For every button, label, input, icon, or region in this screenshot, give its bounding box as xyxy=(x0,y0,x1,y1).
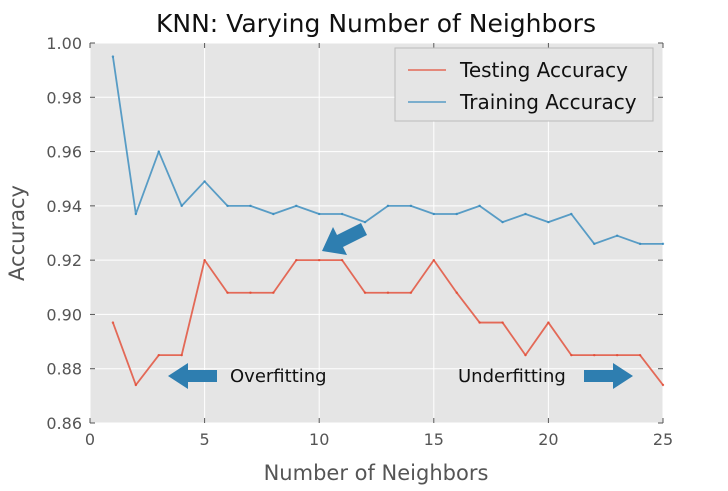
data-point-training-accuracy xyxy=(295,204,298,208)
data-point-training-accuracy xyxy=(524,212,527,216)
data-point-training-accuracy xyxy=(593,242,596,246)
data-point-training-accuracy xyxy=(363,220,367,224)
legend: Testing Accuracy Training Accuracy xyxy=(394,47,654,122)
data-point-training-accuracy xyxy=(432,212,435,216)
data-point-training-accuracy xyxy=(318,212,321,216)
data-point-testing-accuracy xyxy=(111,321,115,324)
x-axis-label: Number of Neighbors xyxy=(264,461,489,485)
data-point-training-accuracy xyxy=(203,180,206,183)
series-lines xyxy=(111,55,665,387)
data-point-testing-accuracy xyxy=(547,321,550,324)
data-point-testing-accuracy xyxy=(615,353,619,357)
y-tick-label: 0.98 xyxy=(46,88,82,107)
data-point-training-accuracy xyxy=(226,204,229,208)
data-point-training-accuracy xyxy=(455,212,458,216)
data-point-training-accuracy xyxy=(157,150,160,153)
y-tick-label: 0.90 xyxy=(46,305,82,324)
y-tick-label: 0.94 xyxy=(46,197,82,216)
y-axis-label: Accuracy xyxy=(5,185,29,281)
y-tick-label: 0.96 xyxy=(46,143,82,162)
data-point-training-accuracy xyxy=(180,204,183,208)
underfitting-label: Underfitting xyxy=(458,366,566,387)
data-point-testing-accuracy xyxy=(570,353,573,357)
data-point-testing-accuracy xyxy=(386,291,390,294)
x-tick-label: 15 xyxy=(424,430,444,449)
data-point-testing-accuracy xyxy=(455,291,458,294)
y-tick-label: 0.92 xyxy=(46,251,82,270)
y-tick-label: 1.00 xyxy=(46,34,82,53)
data-point-training-accuracy xyxy=(249,204,252,208)
pointer-arrow xyxy=(322,223,367,255)
data-point-testing-accuracy xyxy=(340,258,344,262)
data-point-testing-accuracy xyxy=(638,353,642,357)
x-tick-label: 20 xyxy=(538,430,558,449)
data-point-training-accuracy xyxy=(661,242,665,246)
data-point-testing-accuracy xyxy=(432,258,435,262)
data-point-testing-accuracy xyxy=(249,291,252,294)
data-point-training-accuracy xyxy=(615,234,619,237)
data-point-training-accuracy xyxy=(409,204,413,208)
data-point-training-accuracy xyxy=(478,204,481,208)
data-point-testing-accuracy xyxy=(478,321,481,324)
data-point-training-accuracy xyxy=(111,55,115,58)
data-point-testing-accuracy xyxy=(363,291,367,294)
data-point-testing-accuracy xyxy=(501,321,504,324)
overfitting-label: Overfitting xyxy=(230,366,327,387)
data-point-testing-accuracy xyxy=(203,258,206,262)
y-tick-label: 0.88 xyxy=(46,360,82,379)
data-point-testing-accuracy xyxy=(134,383,138,387)
chart-title: KNN: Varying Number of Neighbors xyxy=(156,9,596,38)
underfitting-arrow xyxy=(584,363,633,389)
x-tick-label: 5 xyxy=(200,430,210,449)
y-tick-label: 0.86 xyxy=(46,414,82,433)
x-tick-label: 10 xyxy=(309,430,329,449)
data-point-testing-accuracy xyxy=(661,383,665,387)
x-tick-label: 0 xyxy=(85,430,95,449)
axis-ticks: 0 5 10 15 20 25 0.86 0.88 0.90 0.92 0.94 0.96 0.98 1.… xyxy=(46,34,673,449)
data-point-training-accuracy xyxy=(272,212,275,216)
data-point-training-accuracy xyxy=(570,212,573,216)
data-point-training-accuracy xyxy=(340,212,344,216)
annotations: Overfitting Underfitting xyxy=(168,223,633,389)
data-point-training-accuracy xyxy=(501,220,504,224)
data-point-training-accuracy xyxy=(386,204,390,208)
data-point-training-accuracy xyxy=(638,242,642,246)
legend-box xyxy=(394,47,654,122)
legend-label-testing: Testing Accuracy xyxy=(459,58,628,82)
data-point-testing-accuracy xyxy=(593,353,596,357)
overfitting-arrow xyxy=(168,363,217,389)
data-point-testing-accuracy xyxy=(409,291,413,294)
x-tick-label: 25 xyxy=(653,430,673,449)
data-point-testing-accuracy xyxy=(226,291,229,294)
data-point-testing-accuracy xyxy=(272,291,275,294)
data-point-training-accuracy xyxy=(547,220,550,224)
data-point-testing-accuracy xyxy=(180,353,183,357)
data-point-training-accuracy xyxy=(134,212,138,216)
data-point-testing-accuracy xyxy=(295,258,298,262)
legend-label-training: Training Accuracy xyxy=(459,90,637,114)
data-point-testing-accuracy xyxy=(157,353,160,357)
data-point-testing-accuracy xyxy=(318,258,321,262)
data-point-testing-accuracy xyxy=(524,353,527,357)
